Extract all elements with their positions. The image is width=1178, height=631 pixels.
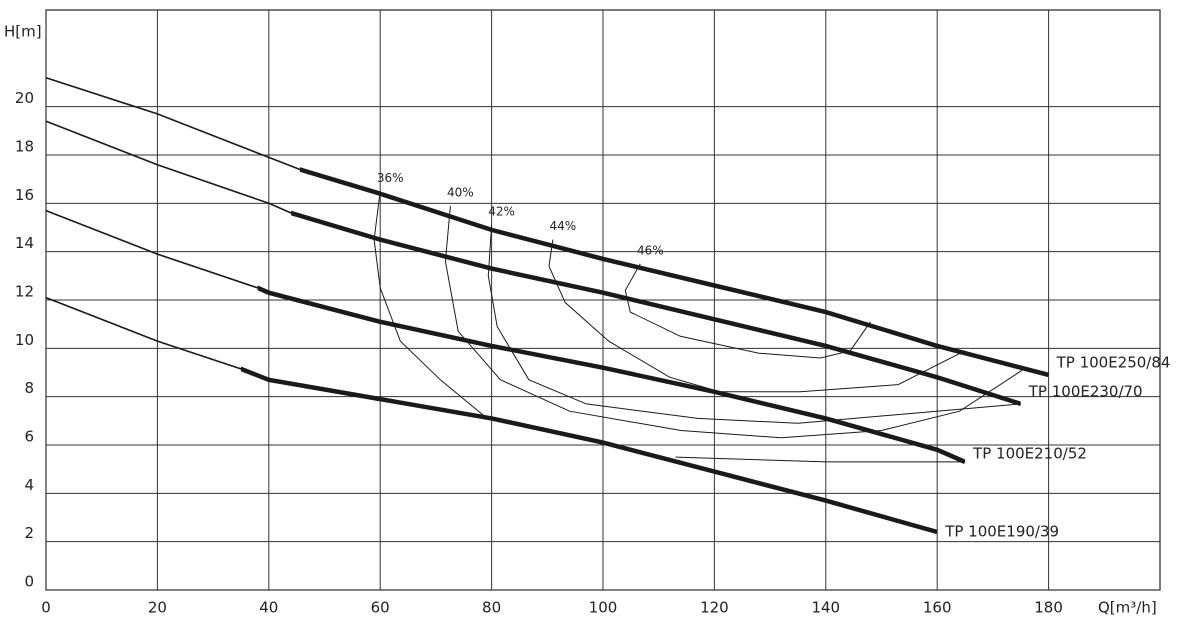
pump-curve-operating bbox=[240, 366, 938, 535]
pump-label: TP 100E210/52 bbox=[972, 444, 1087, 462]
x-tick-label: 0 bbox=[41, 599, 51, 617]
efficiency-label: 42% bbox=[488, 205, 515, 219]
pump-curve-operating bbox=[291, 210, 1021, 407]
y-tick-label: 18 bbox=[15, 138, 34, 156]
x-tick-label: 80 bbox=[482, 599, 501, 617]
y-axis-label: H[m] bbox=[4, 23, 42, 41]
efficiency-curve bbox=[444, 205, 1023, 439]
pump-label: TP 100E190/39 bbox=[944, 523, 1059, 541]
y-tick-label: 20 bbox=[15, 89, 34, 107]
efficiency-label: 46% bbox=[637, 243, 664, 257]
y-tick-label: 14 bbox=[15, 234, 34, 252]
y-tick-label: 10 bbox=[15, 331, 34, 349]
pump-curve bbox=[45, 209, 966, 463]
x-tick-label: 60 bbox=[371, 599, 390, 617]
x-tick-label: 140 bbox=[811, 599, 840, 617]
y-tick-label: 4 bbox=[24, 476, 34, 494]
efficiency-label: 36% bbox=[377, 171, 404, 185]
x-tick-label: 20 bbox=[148, 599, 167, 617]
y-tick-label: 0 bbox=[24, 573, 34, 591]
efficiency-curve bbox=[548, 239, 966, 393]
x-tick-label: 180 bbox=[1034, 599, 1063, 617]
pump-curve-operating bbox=[299, 167, 1049, 378]
efficiency-curve bbox=[373, 191, 965, 463]
y-tick-label: 12 bbox=[15, 283, 34, 301]
y-tick-label: 6 bbox=[24, 428, 34, 446]
y-tick-label: 8 bbox=[24, 379, 34, 397]
efficiency-curve bbox=[624, 263, 871, 359]
pump-label: TP 100E230/70 bbox=[1028, 382, 1143, 400]
x-tick-label: 160 bbox=[923, 599, 952, 617]
pump-label: TP 100E250/84 bbox=[1056, 353, 1171, 371]
x-tick-label: 40 bbox=[259, 599, 278, 617]
efficiency-label: 44% bbox=[550, 219, 577, 233]
x-axis-label: Q[m³/h] bbox=[1098, 599, 1157, 617]
y-tick-label: 16 bbox=[15, 186, 34, 204]
x-tick-label: 100 bbox=[589, 599, 618, 617]
efficiency-curve bbox=[487, 225, 1021, 424]
efficiency-label: 40% bbox=[447, 185, 474, 199]
y-tick-label: 2 bbox=[24, 524, 34, 542]
pump-curve-operating bbox=[257, 285, 966, 464]
x-tick-label: 120 bbox=[700, 599, 729, 617]
pump-curve bbox=[45, 76, 1049, 376]
